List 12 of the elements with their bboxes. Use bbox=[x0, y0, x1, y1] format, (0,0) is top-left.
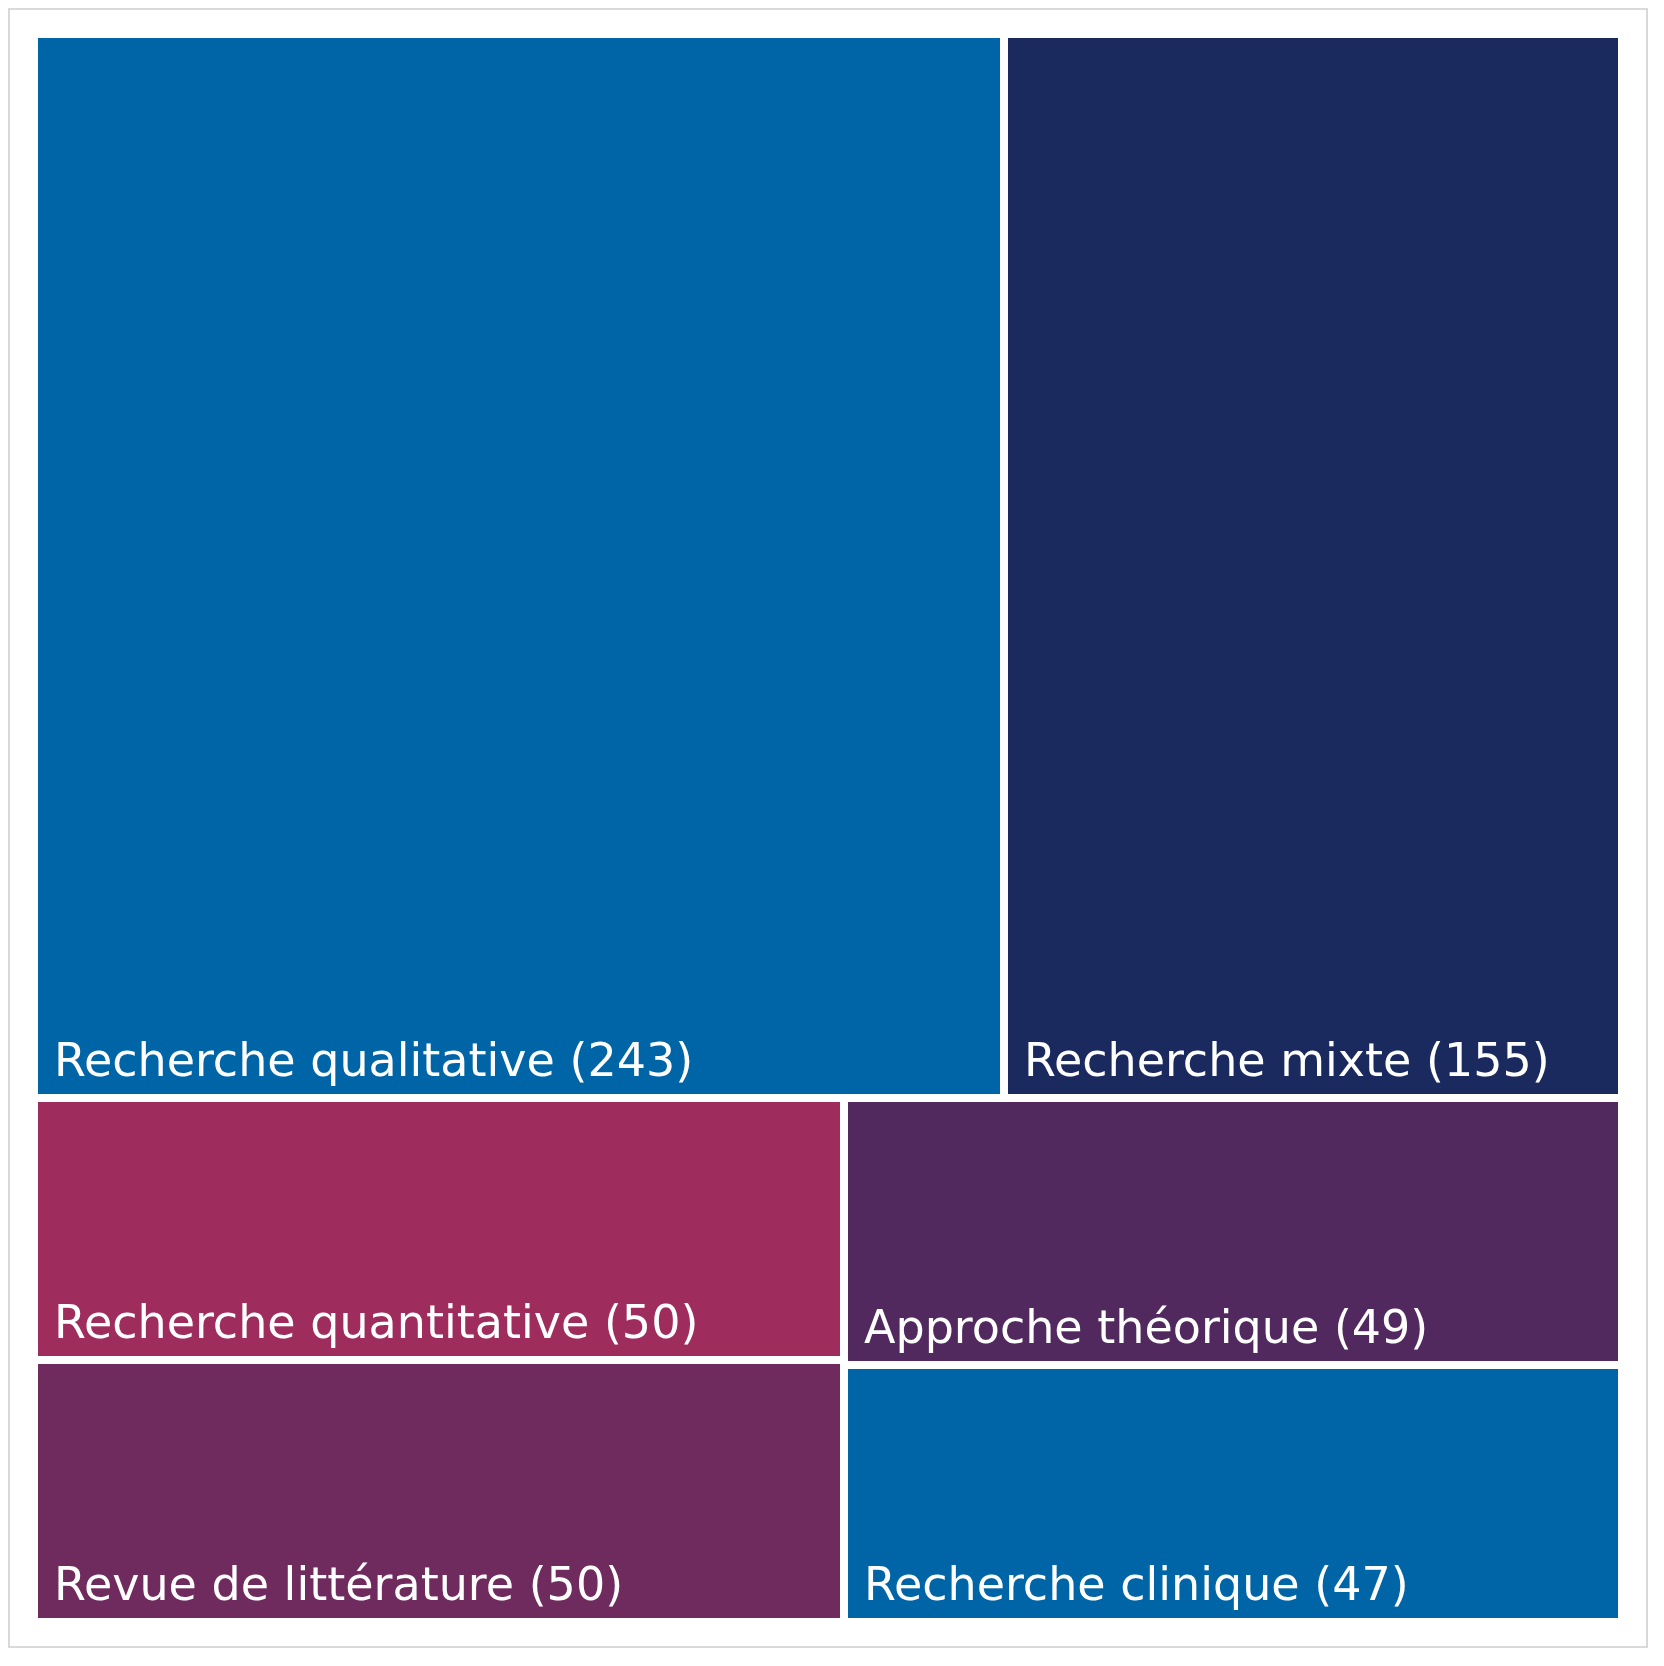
data-label: (49) bbox=[1333, 1300, 1429, 1354]
data-label: (50) bbox=[528, 1557, 624, 1611]
data-label: (50) bbox=[603, 1295, 699, 1349]
data-label: (243) bbox=[569, 1033, 694, 1087]
data-label: (47) bbox=[1314, 1557, 1409, 1611]
category-label: Recherche clinique bbox=[864, 1557, 1315, 1611]
data-label: (155) bbox=[1425, 1033, 1550, 1087]
category-label: Revue de littérature bbox=[54, 1557, 529, 1611]
category-label: Recherche mixte bbox=[1024, 1033, 1426, 1087]
category-label: Recherche quantitative bbox=[54, 1295, 604, 1349]
category-label: Recherche qualitative bbox=[54, 1033, 570, 1087]
category-label: Approche théorique bbox=[864, 1300, 1334, 1354]
